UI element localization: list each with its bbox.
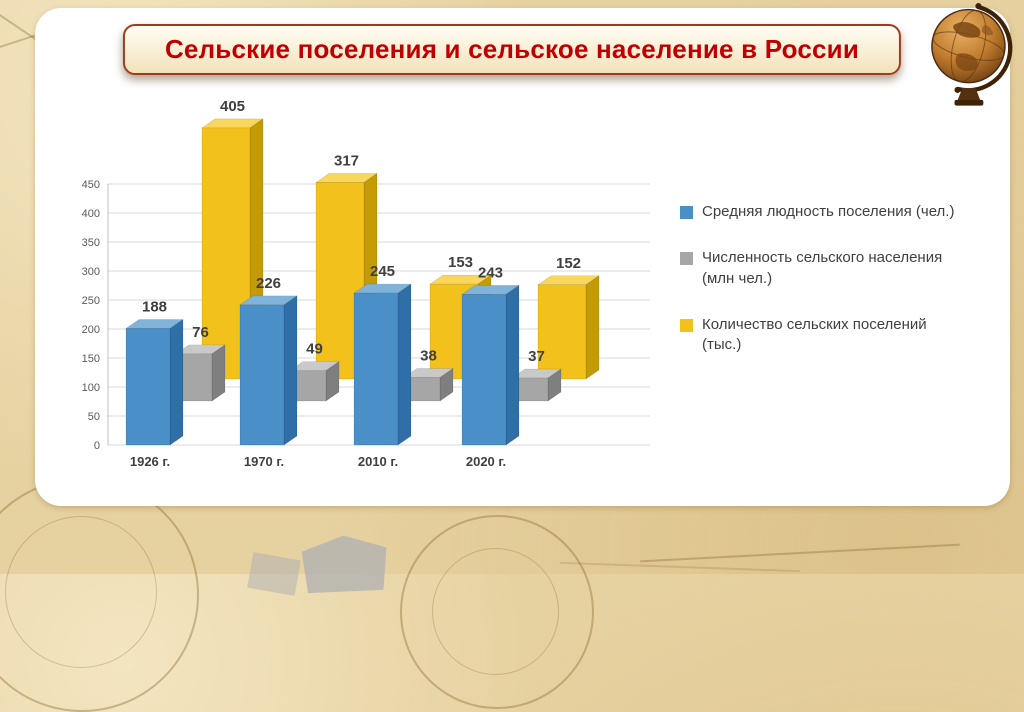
legend-item: Количество сельских поселений (тыс.) bbox=[680, 315, 990, 356]
y-tick-label: 100 bbox=[82, 382, 100, 394]
category-label: 1926 г. bbox=[130, 454, 170, 469]
legend-swatch bbox=[680, 252, 693, 266]
bar-value-label: 49 bbox=[306, 341, 323, 358]
bar-value-label: 152 bbox=[556, 255, 581, 272]
bar-value-label: 38 bbox=[420, 347, 437, 364]
slide-content-panel bbox=[35, 8, 1010, 506]
y-tick-label: 150 bbox=[82, 353, 100, 365]
bar-value-label: 76 bbox=[192, 324, 209, 341]
bar-side-face bbox=[283, 295, 298, 446]
y-tick-label: 400 bbox=[82, 208, 100, 220]
bar-value-label: 405 bbox=[220, 98, 245, 115]
bar-side-face bbox=[505, 284, 520, 446]
y-tick-label: 300 bbox=[82, 266, 100, 278]
bar-value-label: 37 bbox=[528, 348, 545, 365]
legend-item: Средняя людность поселения (чел.) bbox=[680, 202, 990, 222]
y-tick-label: 350 bbox=[82, 237, 100, 249]
legend-label: Средняя людность поселения (чел.) bbox=[702, 203, 955, 220]
bar-value-label: 226 bbox=[256, 275, 281, 292]
map-decoration-circle bbox=[0, 478, 199, 712]
legend-label: Численность сельского населения (млн чел… bbox=[702, 249, 943, 287]
bar-side-face bbox=[397, 283, 412, 446]
bar-series2-cat3: 152 bbox=[537, 255, 600, 380]
bar-series0-cat1: 226 bbox=[239, 275, 298, 446]
category-label: 2010 г. bbox=[358, 454, 398, 469]
y-tick-label: 200 bbox=[82, 324, 100, 336]
bar-front-face bbox=[461, 294, 507, 446]
y-tick-label: 450 bbox=[82, 179, 100, 191]
map-decoration-circle bbox=[5, 516, 157, 668]
bar-value-label: 245 bbox=[370, 263, 395, 280]
bar-chart: 0 50 100 150 200 250 300 350 400 450 405 317 153 152 7… bbox=[38, 78, 678, 493]
category-label: 2020 г. bbox=[466, 454, 506, 469]
bar-value-label: 243 bbox=[478, 264, 503, 281]
bar-front-face bbox=[239, 304, 285, 446]
slide-title: Сельские поселения и сельское население … bbox=[164, 34, 860, 64]
legend-item: Численность сельского населения (млн чел… bbox=[680, 248, 990, 289]
chart-legend: Средняя людность поселения (чел.) Численн… bbox=[680, 202, 990, 381]
map-decoration-line bbox=[640, 543, 960, 563]
bar-side-face bbox=[211, 344, 226, 402]
legend-label: Количество сельских поселений (тыс.) bbox=[702, 315, 927, 353]
bar-side-face bbox=[585, 275, 600, 380]
bar-series1-cat3: 37 bbox=[511, 348, 562, 402]
bar-value-label: 153 bbox=[448, 254, 473, 271]
bar-front-face bbox=[353, 292, 399, 446]
map-decoration-block bbox=[293, 531, 391, 598]
globe-svg bbox=[931, 3, 1013, 106]
bar-value-label: 188 bbox=[142, 298, 167, 315]
bar-front-face bbox=[537, 284, 587, 380]
bar-series0-cat0: 188 bbox=[125, 298, 184, 446]
y-tick-label: 250 bbox=[82, 295, 100, 307]
bar-series1-cat1: 49 bbox=[289, 341, 340, 402]
slide-title-box: Сельские поселения и сельское население … bbox=[122, 24, 902, 75]
map-decoration-block bbox=[247, 552, 301, 596]
bar-chart-svg: 0 50 100 150 200 250 300 350 400 450 405 317 153 152 7… bbox=[82, 98, 650, 469]
bar-value-label: 317 bbox=[334, 152, 359, 169]
bar-series0-cat3: 243 bbox=[461, 264, 520, 446]
bar-series1-cat2: 38 bbox=[403, 347, 454, 402]
map-decoration-line bbox=[560, 561, 800, 573]
category-label: 1970 г. bbox=[244, 454, 284, 469]
map-decoration-circle bbox=[400, 515, 594, 709]
bar-side-face bbox=[169, 318, 184, 446]
legend-swatch bbox=[680, 206, 693, 219]
y-tick-label: 50 bbox=[88, 411, 100, 423]
bar-front-face bbox=[125, 328, 171, 446]
map-decoration-circle bbox=[432, 548, 559, 675]
globe-icon bbox=[920, 0, 1016, 112]
y-tick-label: 0 bbox=[94, 440, 100, 452]
bar-series0-cat2: 245 bbox=[353, 263, 412, 446]
legend-swatch bbox=[680, 318, 693, 332]
